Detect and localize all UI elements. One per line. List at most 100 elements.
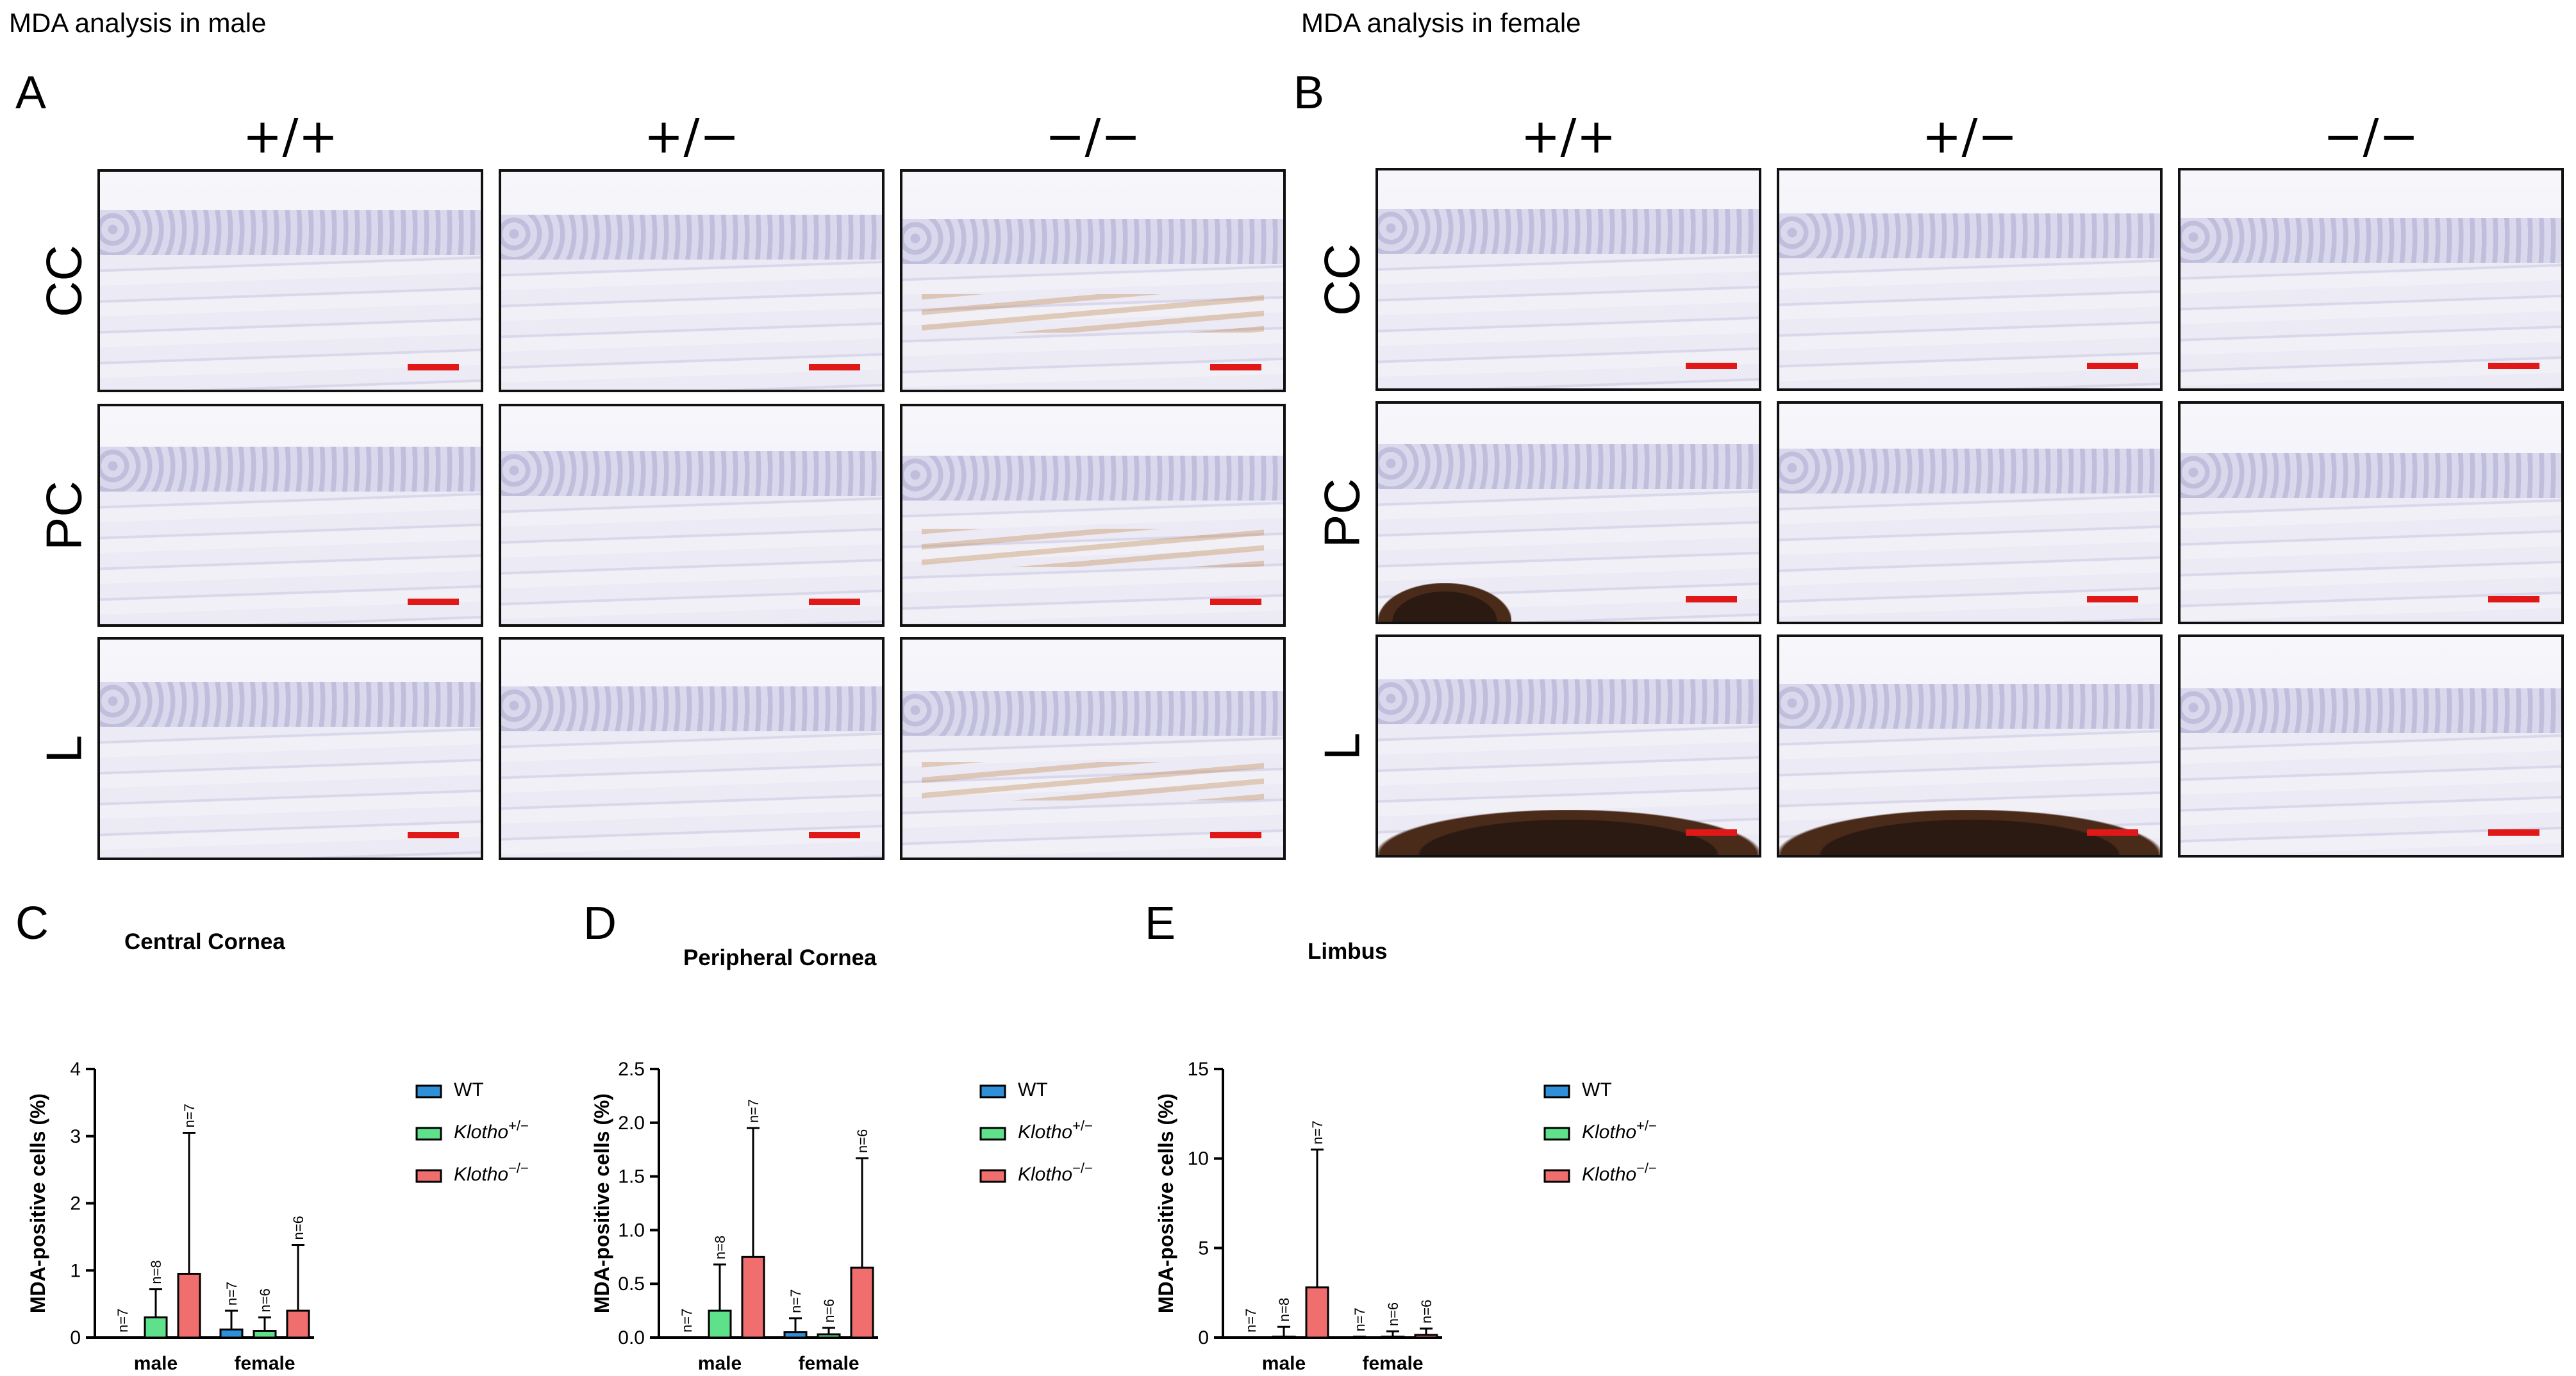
legend-label-wt: WT xyxy=(1582,1079,1612,1100)
y-tick-label: 1.0 xyxy=(618,1220,645,1241)
legend-label-ko: Klotho−/− xyxy=(454,1160,529,1185)
y-tick-label: 3 xyxy=(70,1126,81,1147)
x-category-label: male xyxy=(1262,1353,1306,1374)
female-micrograph-pc-1 xyxy=(1777,401,2163,624)
scale-bar xyxy=(2488,596,2539,602)
scale-bar xyxy=(1210,364,1261,370)
male-micrograph-pc-0 xyxy=(97,404,483,627)
legend-swatch-het xyxy=(1543,1127,1570,1141)
epithelium-layer xyxy=(501,686,882,731)
scale-bar xyxy=(1686,829,1737,836)
female-micrograph-cc-2 xyxy=(2178,168,2564,391)
epithelium-layer xyxy=(1779,684,2160,729)
bar-wt xyxy=(219,1328,244,1339)
y-tick-label: 2.0 xyxy=(618,1113,645,1134)
y-tick-label: 2.5 xyxy=(618,1059,645,1080)
female-micrograph-l-2 xyxy=(2178,634,2564,858)
scale-bar xyxy=(408,832,459,838)
bar-het xyxy=(817,1333,841,1339)
female-region-label-pc: PC xyxy=(1313,478,1370,548)
stroma-layer xyxy=(2181,263,2561,388)
scale-bar xyxy=(1210,832,1261,838)
male-micrograph-cc-1 xyxy=(499,169,885,392)
epithelium-layer xyxy=(1378,679,1759,724)
epithelium-layer xyxy=(1378,444,1759,489)
female-region-label-cc: CC xyxy=(1313,244,1370,316)
epithelium-layer xyxy=(100,210,481,255)
scale-bar xyxy=(809,599,860,605)
panel-letter-a: A xyxy=(15,67,47,119)
y-tick-label: 5 xyxy=(1198,1238,1209,1259)
y-tick-label: 0 xyxy=(1198,1327,1209,1348)
epithelium-layer xyxy=(1779,449,2160,493)
chart-title-peripheral-cornea: Peripheral Cornea xyxy=(683,945,877,970)
legend-swatch-ko xyxy=(1543,1169,1570,1183)
male-region-label-l: L xyxy=(35,734,92,763)
y-tick-label: 2 xyxy=(70,1193,81,1214)
bar-chart-limbus: MDA-positive cells (%) 0 5 10 15 male n=7 n=8 n=… xyxy=(1154,1059,1657,1374)
legend-genotype-superscript: +/− xyxy=(508,1118,529,1134)
female-genotype-header-2: −/− xyxy=(2323,109,2419,164)
male-region-label-pc: PC xyxy=(35,481,92,551)
epithelium-layer xyxy=(1378,209,1759,254)
legend-gene-name: Klotho xyxy=(1582,1122,1636,1143)
male-micrograph-pc-2 xyxy=(900,404,1286,627)
n-label: n=8 xyxy=(148,1260,164,1284)
legend-genotype-superscript: +/− xyxy=(1636,1118,1657,1134)
bar-ko xyxy=(286,1309,310,1339)
panel-letter-e: E xyxy=(1145,898,1176,949)
male-micrograph-cc-2 xyxy=(900,169,1286,392)
legend-label-ko: Klotho−/− xyxy=(1582,1160,1657,1185)
n-label: n=8 xyxy=(1276,1298,1292,1322)
stroma-layer xyxy=(2181,733,2561,855)
female-micrograph-cc-1 xyxy=(1777,168,2163,391)
scale-bar xyxy=(2488,829,2539,836)
bar-ko xyxy=(177,1272,201,1339)
bar-chart-central-cornea: MDA-positive cells (%) 0 1 2 3 4 male n=7 n=8 n=7… xyxy=(26,1059,529,1374)
y-tick-label: 1.5 xyxy=(618,1166,645,1188)
bar-het xyxy=(1272,1336,1296,1339)
epithelium-layer xyxy=(902,219,1283,264)
n-label: n=6 xyxy=(821,1299,837,1323)
epithelium-layer xyxy=(902,456,1283,501)
n-label: n=7 xyxy=(1352,1307,1368,1331)
legend-label-ko: Klotho−/− xyxy=(1018,1160,1093,1185)
x-category-label: male xyxy=(134,1353,178,1374)
legend-label-wt: WT xyxy=(1018,1079,1048,1100)
n-label: n=6 xyxy=(854,1129,870,1153)
scale-bar xyxy=(809,364,860,370)
n-label: n=7 xyxy=(115,1309,131,1332)
legend-label-wt: WT xyxy=(454,1079,484,1100)
epithelium-layer xyxy=(2181,218,2561,263)
scale-bar xyxy=(2087,596,2138,602)
legend-gene-name: Klotho xyxy=(1018,1164,1072,1185)
mda-stain-region xyxy=(921,294,1265,333)
n-label: n=7 xyxy=(224,1282,240,1306)
n-label: n=7 xyxy=(1243,1309,1259,1332)
legend-swatch-wt xyxy=(1543,1084,1570,1098)
legend-label-het: Klotho+/− xyxy=(1018,1118,1093,1143)
male-genotype-header-2: −/− xyxy=(1045,109,1141,164)
legend-swatch-ko xyxy=(415,1169,442,1183)
legend-gene-name: Klotho xyxy=(1582,1164,1636,1185)
male-micrograph-l-2 xyxy=(900,637,1286,860)
female-genotype-header-0: +/+ xyxy=(1520,109,1616,164)
male-micrograph-cc-0 xyxy=(97,169,483,392)
male-region-label-cc: CC xyxy=(35,245,92,317)
n-label: n=7 xyxy=(745,1099,761,1123)
epithelium-layer xyxy=(2181,453,2561,498)
x-category-label: female xyxy=(798,1353,859,1374)
panel-letter-c: C xyxy=(15,898,49,949)
female-micrograph-l-1 xyxy=(1777,634,2163,858)
scale-bar xyxy=(1686,596,1737,602)
female-micrograph-pc-0 xyxy=(1375,401,1761,624)
scale-bar xyxy=(408,599,459,605)
epithelium-layer xyxy=(501,215,882,260)
legend-gene-name: Klotho xyxy=(1018,1122,1072,1143)
y-tick-label: 4 xyxy=(70,1059,81,1080)
panel-letter-d: D xyxy=(583,898,617,949)
bar-het xyxy=(253,1330,277,1339)
n-label: n=6 xyxy=(1418,1300,1434,1323)
legend-genotype-superscript: −/− xyxy=(1072,1160,1093,1176)
male-micrograph-pc-1 xyxy=(499,404,885,627)
